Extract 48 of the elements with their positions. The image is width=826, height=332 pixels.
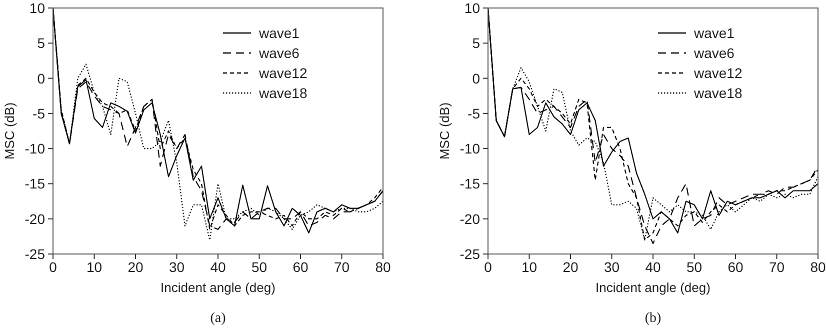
y-tick-label: -5	[32, 105, 46, 122]
x-tick-label: 80	[375, 259, 391, 275]
x-tick-label: 10	[521, 259, 538, 275]
x-tick-label: 60	[728, 259, 744, 275]
x-tick-label: 50	[686, 259, 702, 275]
legend-label: wave18	[258, 85, 308, 101]
y-tick-label: 5	[37, 35, 46, 52]
legend-label: wave12	[258, 65, 308, 81]
y-tick-label: -25	[24, 246, 46, 262]
x-tick-label: 80	[810, 259, 826, 275]
y-tick-label: -10	[24, 140, 46, 157]
y-axis-title: MSC (dB)	[2, 102, 17, 160]
x-tick-label: 0	[484, 259, 492, 275]
legend-label: wave12	[693, 65, 742, 81]
y-tick-label: 0	[472, 70, 480, 86]
x-tick-label: 30	[168, 259, 185, 275]
text: (a)	[210, 311, 226, 326]
x-tick-label: 60	[292, 259, 308, 275]
y-tick-label: 5	[472, 35, 480, 52]
x-tick-label: 30	[604, 259, 620, 275]
y-axis-title: MSC (dB)	[437, 102, 452, 160]
y-tick-label: -25	[460, 246, 480, 262]
legend-label: wave1	[693, 25, 735, 41]
x-tick-label: 20	[562, 259, 578, 275]
x-tick-label: 0	[49, 259, 58, 275]
x-tick-label: 40	[645, 259, 661, 275]
y-tick-label: -5	[468, 105, 480, 122]
y-tick-label: 10	[29, 0, 46, 16]
x-tick-label: 40	[210, 259, 226, 275]
y-tick-label: -20	[24, 210, 46, 227]
y-tick-label: -15	[24, 176, 46, 192]
text: (b)	[644, 311, 662, 326]
y-tick-label: 10	[464, 0, 480, 16]
x-axis-title: Incident angle (deg)	[160, 280, 276, 295]
legend-label: wave1	[258, 25, 300, 41]
x-axis-title: Incident angle (deg)	[596, 280, 710, 295]
y-tick-label: -20	[460, 210, 480, 227]
x-tick-label: 70	[768, 259, 785, 275]
x-tick-label: 20	[128, 259, 144, 275]
y-tick-label: -15	[460, 176, 480, 192]
y-tick-label: -10	[460, 140, 480, 157]
x-tick-label: 10	[86, 259, 102, 275]
y-tick-label: 0	[37, 70, 46, 86]
legend-label: wave6	[693, 45, 735, 61]
legend-label: wave18	[693, 85, 742, 101]
legend-label: wave6	[258, 45, 300, 61]
x-tick-label: 50	[251, 259, 268, 275]
x-tick-label: 70	[334, 259, 350, 275]
